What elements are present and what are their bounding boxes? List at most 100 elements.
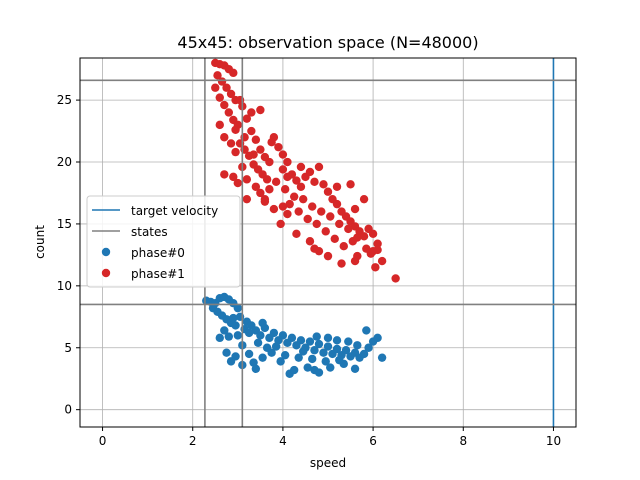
data-point [256,331,265,340]
data-point [231,321,240,330]
data-point [229,172,238,182]
x-tick-label: 4 [279,434,287,448]
series-phase#1 [211,58,400,283]
data-point [278,202,288,211]
data-point [359,349,369,359]
data-point [256,188,265,198]
data-point [280,350,290,360]
data-point [287,333,297,343]
data-point [350,204,360,214]
data-point [262,343,272,352]
x-tick-label: 2 [189,434,197,448]
y-tick-label: 15 [57,217,72,231]
data-point [335,219,344,229]
data-point [373,333,382,343]
data-point [310,177,319,187]
data-point [249,150,258,159]
data-point [226,89,236,99]
data-point [222,83,231,92]
data-point [391,274,400,283]
data-point [314,162,324,172]
data-point [332,182,342,191]
data-point [292,176,301,185]
data-point [233,331,243,340]
data-point [371,263,380,272]
x-tick-label: 10 [546,434,561,448]
data-point [271,177,281,187]
y-axis-ticks: 0 5 10 15 20 25 [57,93,80,417]
data-point [285,199,294,209]
y-tick-label: 25 [57,93,72,107]
data-point [323,333,333,343]
legend-box [86,195,241,288]
y-tick-label: 20 [57,155,72,169]
data-point [368,229,378,239]
data-point [226,139,236,148]
data-point [326,363,335,372]
data-point [211,83,220,92]
data-point [226,357,236,366]
data-point [312,219,321,229]
data-point [337,259,346,268]
y-axis-label: count [33,225,47,259]
x-axis-label: speed [310,456,346,470]
data-point [377,256,387,266]
plot-area-frame [79,57,577,428]
data-point [251,364,261,374]
data-point [220,326,229,335]
x-tick-label: 8 [459,434,467,448]
y-tick-label: 0 [64,403,72,417]
data-point [294,353,303,362]
data-point [341,346,351,355]
y-tick-label: 5 [64,341,72,355]
data-point [231,147,240,157]
data-point [330,234,339,243]
legend-marker-swatch [101,247,111,257]
data-point [267,138,276,147]
data-point [319,348,328,357]
data-point [332,336,342,345]
data-point [256,145,265,154]
x-axis-ticks: 0 2 4 6 8 10 [99,427,561,448]
data-point [303,214,312,224]
data-point [242,194,252,204]
series-phase#0 [202,292,387,378]
data-point [353,341,362,350]
data-point [222,348,231,357]
data-point [220,170,229,179]
data-point [253,338,263,347]
data-point [258,353,267,362]
data-point [247,126,256,136]
data-point [321,357,330,366]
data-point [314,368,324,377]
data-point [283,209,292,219]
data-point [308,354,317,364]
data-point [332,199,342,209]
data-point [242,175,252,184]
data-point [233,178,243,188]
data-point [296,336,306,345]
data-point [258,318,267,328]
data-point [280,185,290,194]
data-point [271,342,281,351]
legend-label: states [131,225,168,239]
data-point [251,182,261,191]
data-point [346,180,355,189]
data-point [305,337,315,346]
data-point [213,71,222,80]
data-point [229,68,238,78]
data-point [373,239,382,248]
data-point [274,142,283,152]
data-point [299,347,308,356]
data-point [310,244,319,253]
data-point [215,333,224,343]
legend-label: phase#0 [131,246,185,260]
data-point [332,344,342,354]
x-tick-label: 6 [369,434,377,448]
data-point [278,150,288,159]
data-point [319,180,328,189]
data-point [256,105,265,115]
data-point [296,162,306,172]
data-point [314,339,324,349]
